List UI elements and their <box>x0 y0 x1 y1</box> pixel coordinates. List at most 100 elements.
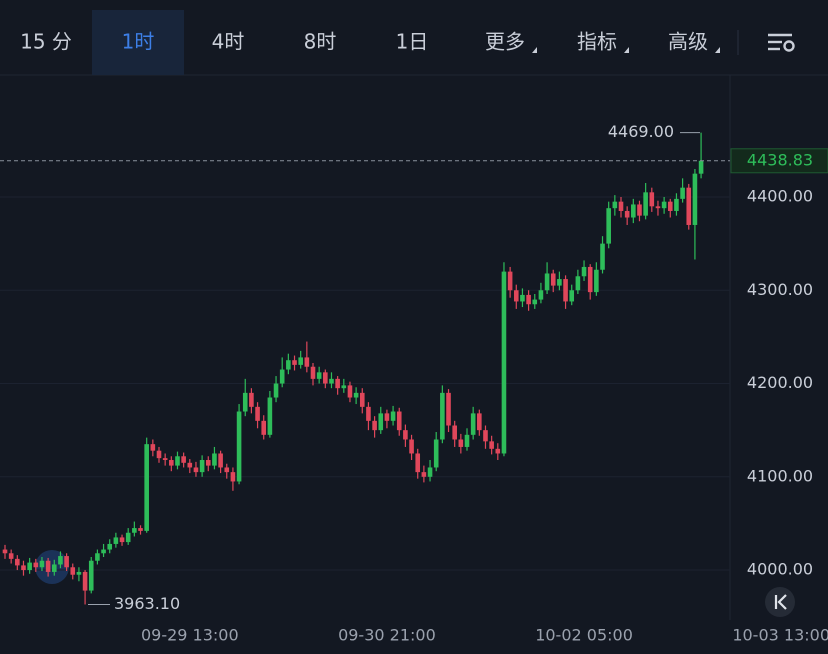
candle-body <box>409 439 414 454</box>
candle-body <box>631 204 636 218</box>
candle-body <box>70 567 76 575</box>
last-price-box <box>730 148 828 174</box>
x-tick-label: 10-02 05:00 <box>535 626 633 645</box>
candle-body <box>606 208 611 244</box>
candle-body <box>255 406 260 421</box>
tab-menu-caret <box>532 47 537 53</box>
candle-body <box>341 385 347 389</box>
candle-body <box>600 243 605 270</box>
candle-body <box>501 271 507 454</box>
candle-body <box>119 537 125 543</box>
candle-body <box>637 204 642 216</box>
candle-body <box>335 378 340 389</box>
candle-body <box>33 562 39 568</box>
y-tick-label: 4100.00 <box>747 466 813 485</box>
candle-body <box>279 369 285 384</box>
settings-icon[interactable] <box>768 33 795 52</box>
candle-body <box>477 413 482 431</box>
tab[interactable]: 指标 <box>577 30 617 54</box>
candle-body <box>267 397 273 435</box>
candle-body <box>384 413 390 421</box>
candle-body <box>513 290 519 302</box>
tab[interactable]: 高级 <box>668 30 708 54</box>
candle-body <box>520 294 525 302</box>
tab[interactable]: 8时 <box>304 30 337 54</box>
candle-body <box>366 406 371 421</box>
candle-body <box>218 453 223 468</box>
y-tick-label: 4300.00 <box>747 280 813 299</box>
collapse-button[interactable] <box>765 587 795 617</box>
candle-body <box>532 299 538 305</box>
candle-body <box>88 560 94 591</box>
candle-body <box>433 439 439 468</box>
candle-body <box>686 187 692 225</box>
candle-body <box>667 201 673 211</box>
candle-body <box>212 453 217 466</box>
candle-body <box>347 385 353 398</box>
candle-body <box>489 441 494 449</box>
tab-menu-caret <box>715 47 720 53</box>
candle-body <box>655 206 661 209</box>
tab[interactable]: 15 分 <box>20 30 72 54</box>
candle-body <box>286 360 291 370</box>
candle-body <box>242 392 248 412</box>
candle-body <box>661 201 667 209</box>
candle-body <box>51 564 57 572</box>
candle-body <box>323 372 328 384</box>
candle-body <box>261 420 267 435</box>
candle-body <box>95 553 100 561</box>
candle-body <box>538 290 544 300</box>
candle-body <box>39 560 45 568</box>
candle-body <box>101 549 106 554</box>
candle-body <box>390 411 396 421</box>
candle-body <box>224 467 230 473</box>
candle-body <box>310 366 316 379</box>
candle-body <box>113 537 119 544</box>
candle-body <box>440 392 445 440</box>
candle-body <box>21 565 26 571</box>
candle-body <box>569 290 575 302</box>
candle-body <box>612 201 618 209</box>
candle-body <box>378 413 384 431</box>
candle-body <box>181 456 186 463</box>
candle-body <box>205 460 211 466</box>
candle-body <box>446 392 451 426</box>
tab[interactable]: 更多 <box>485 30 525 54</box>
x-tick-label: 09-29 13:00 <box>141 626 239 645</box>
tab[interactable]: 4时 <box>212 30 245 54</box>
y-tick-label: 4000.00 <box>747 560 813 579</box>
candle-body <box>236 411 242 482</box>
candle-body <box>353 392 359 398</box>
x-tick-label: 09-30 21:00 <box>338 626 436 645</box>
candle-body <box>138 528 143 531</box>
tab[interactable]: 1时 <box>122 30 155 54</box>
candle-body <box>58 556 63 565</box>
high-label: 4469.00 <box>608 122 674 141</box>
candle-body <box>698 160 704 174</box>
candle-body <box>45 560 51 572</box>
candle-body <box>581 266 587 277</box>
candle-body <box>82 571 88 591</box>
candle-body <box>563 279 568 302</box>
candle-body <box>495 448 501 454</box>
candle-body <box>329 378 334 384</box>
candle-body <box>162 458 168 461</box>
tab[interactable]: 1日 <box>396 30 429 54</box>
candle-body <box>587 266 593 293</box>
candle-body <box>316 372 322 379</box>
candle-body <box>575 276 581 291</box>
candle-body <box>643 192 648 216</box>
candle-body <box>187 462 193 468</box>
candle-body <box>618 201 624 211</box>
candle-body <box>249 392 254 407</box>
candle-body <box>624 210 630 218</box>
candle-body <box>649 192 655 207</box>
candle-body <box>273 383 279 398</box>
candle-body <box>304 357 310 367</box>
candle-body <box>292 360 297 365</box>
candle-body <box>470 413 476 435</box>
candle-body <box>150 444 156 451</box>
candle-body <box>169 460 174 466</box>
y-tick-label: 4400.00 <box>747 186 813 205</box>
